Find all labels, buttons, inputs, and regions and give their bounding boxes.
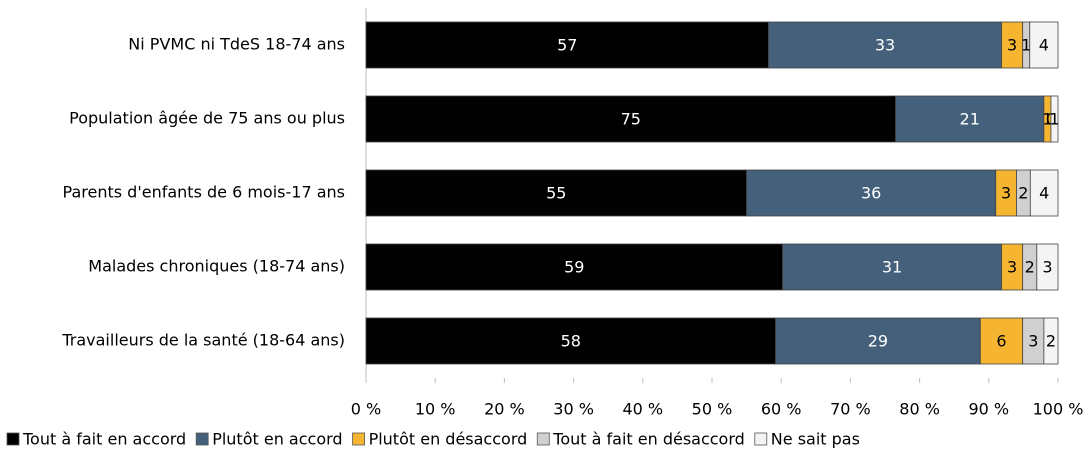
bar-segment [365, 169, 748, 217]
bar-segment [365, 21, 769, 69]
x-tick-label: 80 % [899, 400, 940, 419]
x-tick-label: 40 % [622, 400, 663, 419]
y-tick-label: Population âgée de 75 ans ou plus [69, 109, 345, 128]
bar-segment [979, 317, 1024, 365]
x-tick-label: 60 % [761, 400, 802, 419]
data-label: 3 [1007, 258, 1017, 277]
legend-swatch [352, 432, 365, 446]
data-label: 3 [1001, 184, 1011, 203]
data-label: 21 [960, 110, 980, 129]
legend-label: Ne sait pas [771, 430, 860, 449]
legend-label: Tout à fait en désaccord [552, 430, 745, 449]
x-tick-label: 20 % [484, 400, 525, 419]
x-tick-label: 0 % [351, 400, 381, 419]
x-tick-label: 100 % [1033, 400, 1084, 419]
data-label: 3 [1042, 258, 1052, 277]
bar-segment [1050, 95, 1059, 143]
legend-label: Tout à fait en accord [22, 430, 186, 449]
legend-swatch [536, 432, 550, 446]
x-tick-label: 50 % [692, 400, 733, 419]
bar-segment [365, 317, 776, 365]
x-tick-label: 30 % [553, 400, 594, 419]
data-label: 31 [882, 258, 902, 277]
x-tick-label: 10 % [415, 400, 456, 419]
legend-label: Plutôt en accord [212, 430, 342, 449]
data-label: 2 [1018, 184, 1028, 203]
data-label: 1 [1021, 36, 1031, 55]
y-tick-label: Parents d'enfants de 6 mois-17 ans [63, 183, 345, 202]
y-tick-label: Travailleurs de la santé (18-64 ans) [61, 331, 345, 350]
legend-swatch [754, 432, 768, 446]
data-label: 3 [1007, 36, 1017, 55]
bar-segment [768, 21, 1002, 69]
data-label: 58 [561, 332, 581, 351]
data-label: 75 [621, 110, 641, 129]
legend-swatch [195, 432, 209, 446]
legend-swatch [6, 432, 20, 446]
x-tick-label: 90 % [968, 400, 1009, 419]
data-label: 1 [1042, 110, 1052, 129]
data-label: 3 [1028, 332, 1038, 351]
data-label: 6 [996, 332, 1006, 351]
bar-segment [1036, 243, 1059, 291]
bar-segment [775, 317, 981, 365]
data-label: 33 [875, 36, 895, 55]
data-label: 1 [1049, 110, 1059, 129]
x-tick-label: 70 % [830, 400, 871, 419]
data-label: 4 [1039, 36, 1049, 55]
data-label: 57 [557, 36, 577, 55]
bar-segment [365, 95, 896, 143]
data-label: 2 [1025, 258, 1035, 277]
bar-segment [365, 243, 784, 291]
y-tick-label: Ni PVMC ni TdeS 18-74 ans [128, 35, 345, 54]
data-label: 2 [1046, 332, 1056, 351]
data-label: 55 [546, 184, 566, 203]
data-label: 59 [564, 258, 584, 277]
bar-segment [782, 243, 1002, 291]
data-label: 4 [1039, 184, 1049, 203]
bar-segment [1029, 169, 1059, 217]
legend-label: Plutôt en désaccord [369, 430, 528, 449]
bar-segment [1029, 21, 1059, 69]
data-label: 29 [868, 332, 888, 351]
bar-segment [1043, 317, 1059, 365]
y-tick-label: Malades chroniques (18-74 ans) [88, 257, 345, 276]
data-label: 36 [861, 184, 881, 203]
